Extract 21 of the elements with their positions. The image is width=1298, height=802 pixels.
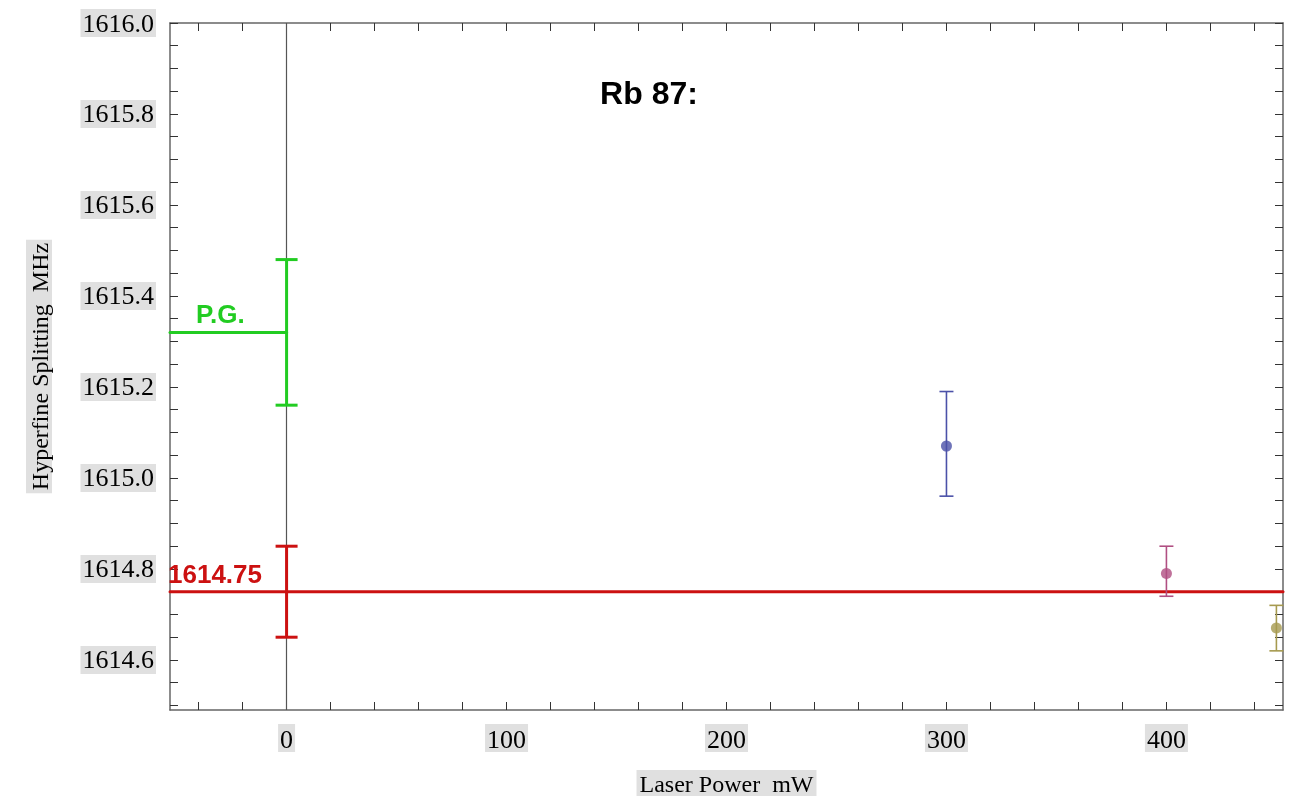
y-tick-label: 1615.4 [82,281,154,311]
y-axis-title: Hyperfine Splitting MHz [27,242,53,491]
series-label: P.G. [196,299,245,330]
y-tick-label: 1616.0 [82,8,154,38]
y-tick-label: 1615.2 [82,372,154,402]
y-tick-label: 1615.8 [82,99,154,129]
text: Rb 87: [600,75,698,111]
x-axis-title: Laser Power mW [639,771,814,797]
x-tick-label: 0 [280,724,294,754]
y-tick-label: 1614.6 [82,645,154,675]
x-tick-label: 400 [1146,724,1186,754]
point [1270,622,1282,634]
point [1160,568,1172,580]
y-tick-label: 1614.8 [82,554,154,584]
data-label: 1614.75 [168,558,262,589]
y-tick-label: 1615.6 [82,190,154,220]
x-tick-label: 200 [707,724,746,754]
point [940,440,952,452]
x-tick-label: 100 [487,724,527,754]
x-tick-label: 300 [926,724,966,754]
y-tick-label: 1615.0 [82,463,154,493]
